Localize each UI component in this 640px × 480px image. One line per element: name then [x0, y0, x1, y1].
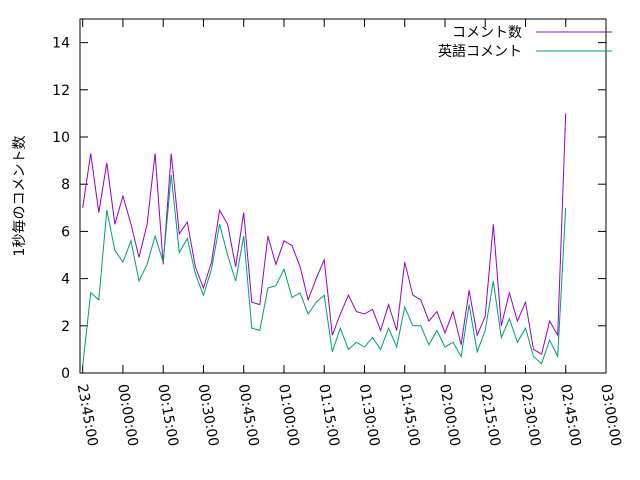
- legend-label: コメント数: [452, 25, 522, 41]
- y-axis-label: 1秒毎のコメント数: [12, 136, 28, 257]
- series-line: [82, 174, 567, 366]
- y-tick-label: 14: [52, 36, 70, 52]
- y-tick-label: 8: [61, 177, 70, 193]
- y-tick-label: 4: [61, 272, 70, 288]
- y-tick-label: 0: [61, 366, 70, 382]
- series-line: [82, 113, 567, 355]
- legend-label: 英語コメント: [438, 43, 522, 60]
- y-tick-label: 6: [61, 224, 70, 240]
- y-tick-label: 12: [52, 83, 70, 99]
- plot-frame: [79, 18, 607, 374]
- y-tick-label: 10: [52, 130, 70, 146]
- y-tick-label: 2: [61, 319, 70, 335]
